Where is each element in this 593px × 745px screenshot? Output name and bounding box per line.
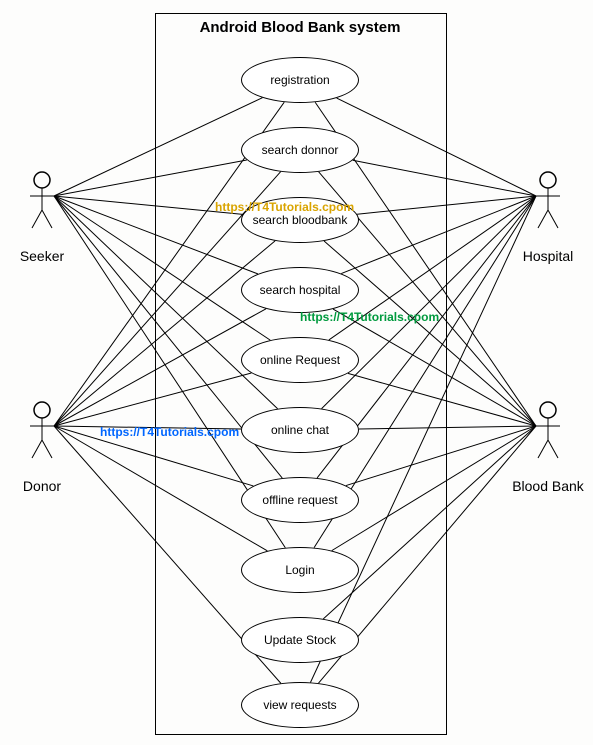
actor-seeker-label: Seeker	[0, 248, 87, 264]
watermark-2: https://T4Tutorials.cpom	[100, 425, 239, 439]
actor-seeker-figure	[30, 172, 54, 228]
diagram-canvas: Android Blood Bank system registration se…	[0, 0, 593, 745]
actor-hospital-figure	[536, 172, 560, 228]
usecase-online-chat: online chat	[241, 407, 359, 453]
watermark-1: https://T4Tutorials.cpom	[300, 310, 439, 324]
usecase-login: Login	[241, 547, 359, 593]
usecase-view-requests: view requests	[241, 682, 359, 728]
usecase-offline-request: offline request	[241, 477, 359, 523]
actor-bloodbank-label: Blood Bank	[503, 478, 593, 494]
actor-bloodbank-figure	[536, 402, 560, 458]
usecase-search-hospital: search hospital	[241, 267, 359, 313]
actor-donor-figure	[30, 402, 54, 458]
usecase-registration: registration	[241, 57, 359, 103]
usecase-search-donnor: search donnor	[241, 127, 359, 173]
actor-donor-label: Donor	[0, 478, 87, 494]
system-title: Android Blood Bank system	[150, 19, 450, 36]
usecase-update-stock: Update Stock	[241, 617, 359, 663]
actor-hospital-label: Hospital	[503, 248, 593, 264]
watermark-0: https://T4Tutorials.cpom	[215, 200, 354, 214]
usecase-online-request: online Request	[241, 337, 359, 383]
